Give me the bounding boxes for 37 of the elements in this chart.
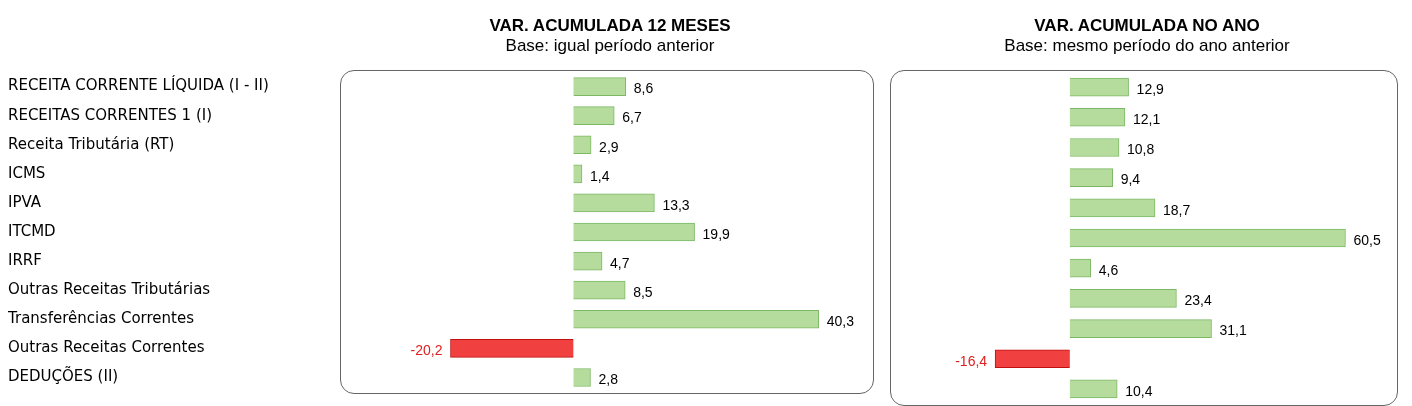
data-label: -20,2 [410, 342, 443, 359]
y-tick-label: Transferências Correntes [7, 309, 195, 328]
data-label: 8,6 [633, 80, 654, 97]
data-label: 8,5 [633, 284, 653, 301]
y-tick-label: Receita Tributária (RT) [8, 134, 175, 153]
data-label: 31,1 [1219, 322, 1247, 339]
data-label: -16,4 [955, 352, 988, 369]
data-label: 10,8 [1127, 141, 1155, 158]
chart-title: VAR. ACUMULADA NO ANO [1033, 15, 1261, 36]
data-label: 1,4 [589, 167, 610, 184]
data-label: 13,3 [662, 196, 690, 213]
y-tick-label: RECEITAS CORRENTES 1 (I) [8, 105, 213, 124]
data-label: 60,5 [1353, 231, 1381, 248]
y-tick-label: ICMS [8, 163, 46, 182]
y-tick-label: IRRF [8, 250, 42, 269]
chart-title: VAR. ACUMULADA 12 MESES [488, 15, 732, 36]
chart-subtitle: Base: igual período anterior [504, 36, 716, 56]
chart-subtitle: Base: mesmo período do ano anterior [1003, 36, 1291, 56]
y-tick-label: ITCMD [8, 221, 56, 240]
data-label: 9,4 [1120, 171, 1141, 188]
data-label: 18,7 [1163, 201, 1191, 218]
data-label: 2,9 [599, 138, 619, 155]
data-label: 19,9 [702, 225, 731, 242]
data-label: 10,4 [1125, 382, 1153, 399]
data-label: 2,8 [598, 371, 619, 388]
y-tick-label: Outras Receitas Tributárias [8, 280, 211, 299]
data-label: 23,4 [1184, 292, 1212, 309]
y-tick-label: DEDUÇÕES (II) [8, 366, 119, 386]
data-label: 6,7 [622, 109, 642, 126]
y-tick-label: IPVA [8, 192, 42, 211]
data-label: 4,7 [610, 254, 630, 271]
data-label: 4,6 [1098, 262, 1119, 279]
data-label: 40,3 [826, 313, 855, 330]
y-tick-label: Outras Receitas Correntes [8, 338, 205, 357]
data-label: 12,9 [1136, 80, 1165, 97]
data-label: 12,1 [1132, 111, 1161, 128]
y-tick-label: RECEITA CORRENTE LÍQUIDA (I - II) [8, 75, 269, 95]
